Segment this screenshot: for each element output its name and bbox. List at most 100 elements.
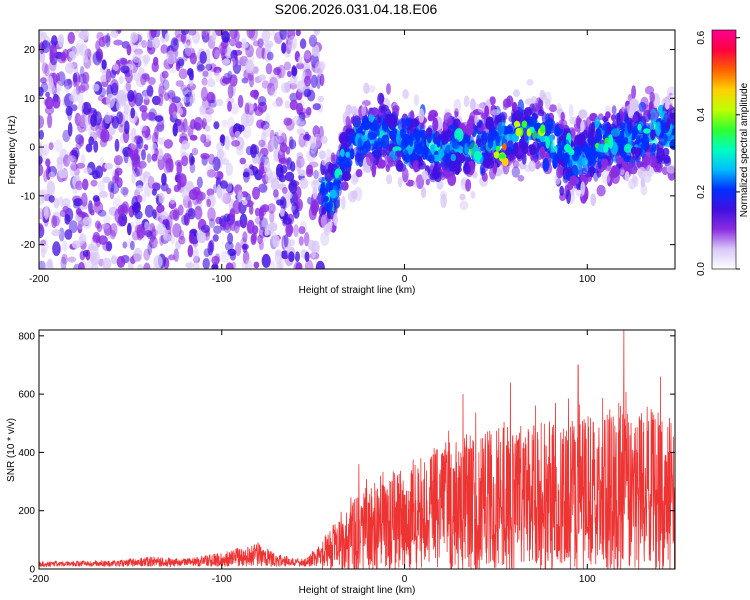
spectrogram-cell xyxy=(190,156,195,165)
spectrogram-cell xyxy=(418,108,425,123)
spectrogram-cell xyxy=(193,116,203,131)
spectrogram-cell xyxy=(141,149,146,161)
snr-y-tick-label: 400 xyxy=(18,448,35,459)
spectrogram-cell xyxy=(544,120,549,133)
spectrogram-cell xyxy=(310,200,320,214)
spectrogram-cell xyxy=(44,106,55,115)
snr-x-tick-label: 0 xyxy=(402,574,408,585)
spectrogram-cell xyxy=(413,140,423,147)
spectrogram-cell xyxy=(276,69,282,79)
spectrogram-cell xyxy=(232,55,238,67)
colorbar-tick-label: 0.2 xyxy=(696,185,707,199)
snr-x-tick-label: 100 xyxy=(579,574,596,585)
spectrogram-cell xyxy=(259,161,265,176)
spectrogram-cell xyxy=(216,149,224,160)
snr-y-tick-label: 800 xyxy=(18,331,35,342)
spectrogram-cell xyxy=(110,229,116,240)
spectrogram-cell xyxy=(256,119,265,129)
spectrogram-cell xyxy=(387,113,397,125)
spectrogram-cell xyxy=(289,99,299,111)
spectrogram-cell xyxy=(90,179,98,187)
spectrogram-cell xyxy=(139,124,147,132)
spectrogram-cell xyxy=(349,148,355,160)
spectrogram-cell xyxy=(665,100,670,110)
spectrogram-cell xyxy=(528,160,536,172)
spectrogram-cell xyxy=(303,139,309,148)
spectrogram-cell xyxy=(74,30,80,34)
spectrogram-cell xyxy=(580,120,585,132)
spectrogram-x-tick-label: 100 xyxy=(579,274,596,285)
spectrogram-cell xyxy=(289,82,298,90)
spectrogram-cell xyxy=(277,64,286,79)
spectrogram-cell xyxy=(284,171,295,182)
spectrogram-cell xyxy=(605,111,611,119)
spectrogram-cell xyxy=(211,31,217,42)
spectrogram-cell xyxy=(495,132,501,148)
spectrogram-cell xyxy=(62,240,68,252)
spectrogram-cell xyxy=(109,187,115,200)
spectrogram-cell xyxy=(187,244,194,258)
spectrogram-cell xyxy=(68,50,76,58)
spectrogram-cell xyxy=(262,124,272,137)
spectrogram-cell xyxy=(323,224,333,233)
spectrogram-cell xyxy=(141,40,148,48)
spectrogram-cell xyxy=(447,118,453,126)
spectrogram-cell xyxy=(237,124,245,132)
spectrogram-cell xyxy=(229,251,236,261)
snr-x-tick-label: -200 xyxy=(29,574,49,585)
spectrogram-cell xyxy=(429,173,436,180)
spectrogram-cell xyxy=(111,82,119,96)
spectrogram-cell xyxy=(235,242,242,257)
spectrogram-cell xyxy=(623,136,629,144)
spectrogram-cell xyxy=(55,80,63,93)
spectrogram-cell xyxy=(180,84,188,92)
spectrogram-cell xyxy=(584,126,592,136)
spectrogram-cell xyxy=(521,152,527,165)
spectrogram-cell xyxy=(296,62,304,70)
spectrogram-cell xyxy=(83,113,91,126)
spectrogram-cell xyxy=(619,107,626,122)
spectrogram-cell xyxy=(205,125,211,132)
spectrogram-cell xyxy=(556,103,562,118)
spectrogram-cell xyxy=(78,262,85,269)
spectrogram-cell xyxy=(305,106,312,116)
spectrogram-hotspot xyxy=(498,153,507,159)
spectrogram-cell xyxy=(194,206,203,220)
snr-panel: -200 -100 0 100 0 200 400 600 800 Height of str… xyxy=(6,329,676,596)
spectrogram-cell xyxy=(116,100,122,111)
spectrogram-cell xyxy=(570,128,576,142)
spectrogram-cell xyxy=(368,143,375,151)
spectrogram-cell xyxy=(170,233,175,245)
spectrogram-cell xyxy=(611,165,617,177)
spectrogram-cell xyxy=(320,182,325,192)
snr-y-tick-label: 600 xyxy=(18,390,35,401)
colorbar-tick-label: 0.4 xyxy=(696,107,707,121)
spectrogram-cell xyxy=(244,102,250,115)
spectrogram-cell xyxy=(534,159,541,170)
spectrogram-cell xyxy=(255,46,265,59)
spectrogram-cell xyxy=(296,80,306,93)
spectrogram-cell xyxy=(164,92,170,101)
spectrogram-cell xyxy=(178,124,184,133)
spectrogram-cell xyxy=(222,58,231,66)
spectrogram-hotspot xyxy=(473,150,482,161)
spectrogram-cell xyxy=(621,105,626,113)
spectrogram-cell xyxy=(153,238,159,249)
spectrogram-cell xyxy=(144,204,154,218)
spectrogram-hotspot xyxy=(345,151,350,158)
spectrogram-cell xyxy=(295,262,303,269)
spectrogram-cell xyxy=(128,148,133,158)
spectrogram-cell xyxy=(425,127,433,136)
spectrogram-cell xyxy=(282,186,288,195)
spectrogram-cell xyxy=(143,262,151,269)
spectrogram-cell xyxy=(132,52,142,63)
spectrogram-cell xyxy=(415,130,421,143)
spectrogram-cell xyxy=(299,38,307,49)
spectrogram-cell xyxy=(328,181,334,191)
spectrogram-cell xyxy=(625,125,632,137)
spectrogram-cell xyxy=(651,142,657,153)
spectrogram-cell xyxy=(39,86,44,97)
spectrogram-cell xyxy=(206,198,212,208)
spectrogram-cell xyxy=(201,30,207,39)
spectrogram-cell xyxy=(252,186,260,200)
